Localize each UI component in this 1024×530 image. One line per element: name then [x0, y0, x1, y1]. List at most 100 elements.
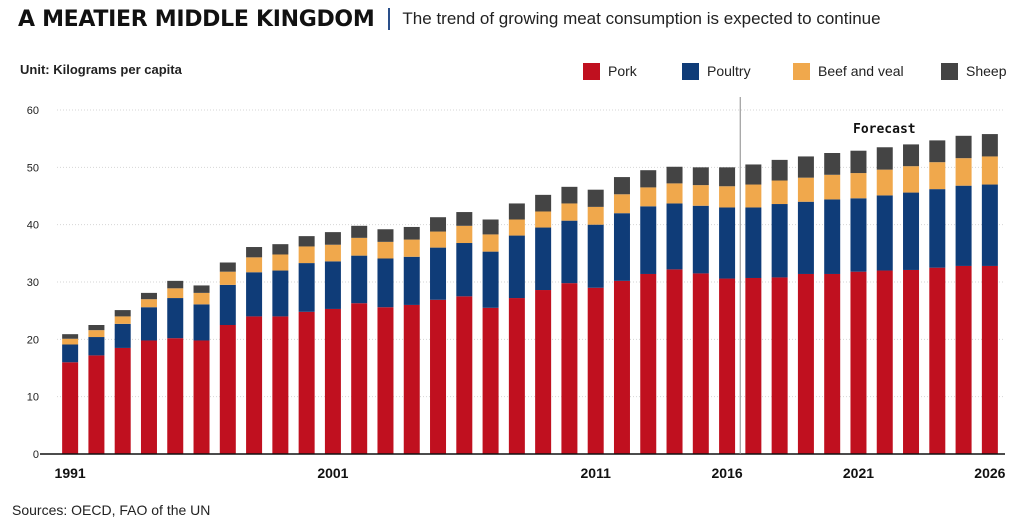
bar-poultry-2025 — [955, 185, 972, 266]
bar-beef-and-veal-1992 — [88, 330, 105, 338]
bar-beef-and-veal-2012 — [613, 194, 630, 214]
bar-sheep-2016 — [719, 167, 736, 187]
x-tick-label-2001: 2001 — [317, 465, 348, 481]
chart-header: A MEATIER MIDDLE KINGDOM The trend of gr… — [18, 4, 881, 34]
bar-sheep-2014 — [666, 166, 683, 184]
bar-beef-and-veal-2001 — [324, 244, 341, 262]
bar-poultry-2010 — [561, 220, 578, 284]
bar-pork-2008 — [508, 298, 525, 454]
y-tick-label-30: 30 — [27, 277, 39, 289]
bar-pork-2022 — [876, 270, 893, 454]
bar-beef-and-veal-2004 — [403, 239, 420, 257]
bar-beef-and-veal-2015 — [692, 185, 709, 206]
bar-poultry-2017 — [745, 207, 762, 278]
bar-sheep-1994 — [140, 292, 157, 300]
bar-poultry-2020 — [824, 199, 841, 274]
bar-poultry-2024 — [929, 189, 946, 268]
bar-poultry-1991 — [62, 344, 79, 363]
bar-pork-2007 — [482, 307, 499, 454]
legend-label-poultry: Poultry — [707, 63, 751, 79]
bar-poultry-1994 — [140, 307, 157, 341]
bar-sheep-2017 — [745, 164, 762, 185]
bar-beef-and-veal-1996 — [193, 292, 210, 305]
bar-pork-2026 — [981, 265, 998, 454]
bar-sheep-2012 — [613, 177, 630, 195]
bar-pork-2010 — [561, 283, 578, 454]
bar-beef-and-veal-2020 — [824, 174, 841, 200]
bar-sheep-2011 — [587, 189, 604, 207]
bar-beef-and-veal-2018 — [771, 180, 788, 205]
bar-beef-and-veal-2006 — [456, 225, 473, 244]
bar-beef-and-veal-2025 — [955, 158, 972, 186]
bar-beef-and-veal-2022 — [876, 169, 893, 196]
bar-pork-1991 — [62, 362, 79, 454]
bar-pork-2009 — [535, 290, 552, 454]
bar-sheep-1996 — [193, 285, 210, 293]
y-tick-label-10: 10 — [27, 392, 39, 404]
legend-label-beef-and-veal: Beef and veal — [818, 63, 904, 79]
bar-pork-1998 — [246, 316, 263, 454]
bar-poultry-1997 — [219, 284, 236, 325]
bar-beef-and-veal-1999 — [272, 254, 289, 271]
legend: Pork Poultry Beef and veal Sheep — [583, 60, 1013, 84]
bar-sheep-1997 — [219, 262, 236, 272]
chart-subtitle: The trend of growing meat consumption is… — [402, 9, 881, 28]
x-tick-label-2021: 2021 — [843, 465, 874, 481]
bar-beef-and-veal-2007 — [482, 234, 499, 252]
unit-label: Unit: Kilograms per capita — [20, 62, 182, 77]
x-tick-label-2011: 2011 — [581, 465, 612, 481]
bar-pork-2004 — [403, 304, 420, 454]
bar-pork-1996 — [193, 340, 210, 454]
bar-pork-2025 — [955, 265, 972, 454]
bar-poultry-2021 — [850, 198, 867, 272]
bar-beef-and-veal-1998 — [246, 257, 263, 273]
bar-beef-and-veal-1991 — [62, 338, 79, 345]
bar-sheep-1993 — [114, 310, 131, 317]
bar-pork-1999 — [272, 316, 289, 454]
legend-label-pork: Pork — [608, 63, 637, 79]
bar-pork-1994 — [140, 340, 157, 454]
bar-pork-2005 — [430, 299, 447, 454]
bar-beef-and-veal-2026 — [981, 156, 998, 185]
bar-poultry-2008 — [508, 235, 525, 299]
bar-poultry-2003 — [377, 258, 394, 308]
bar-poultry-1992 — [88, 337, 105, 356]
y-tick-label-40: 40 — [27, 220, 39, 232]
bar-beef-and-veal-2002 — [351, 237, 368, 256]
bar-poultry-2016 — [719, 207, 736, 279]
bar-beef-and-veal-2016 — [719, 186, 736, 208]
bar-sheep-2025 — [955, 135, 972, 159]
bar-poultry-2002 — [351, 255, 368, 304]
bar-poultry-2015 — [692, 205, 709, 274]
bar-beef-and-veal-2003 — [377, 241, 394, 259]
bar-sheep-2005 — [430, 217, 447, 232]
bar-beef-and-veal-2023 — [903, 166, 920, 193]
bar-poultry-2026 — [981, 184, 998, 266]
legend-swatch-poultry — [682, 62, 699, 80]
legend-item-beef-and-veal: Beef and veal — [793, 60, 904, 82]
bar-sheep-2015 — [692, 167, 709, 186]
bar-beef-and-veal-2013 — [640, 187, 657, 207]
bar-sheep-2007 — [482, 219, 499, 235]
bar-pork-2017 — [745, 277, 762, 454]
bar-poultry-1998 — [246, 272, 263, 317]
legend-item-sheep: Sheep — [941, 60, 1006, 82]
source-note: Sources: OECD, FAO of the UN — [12, 502, 211, 518]
y-tick-label-20: 20 — [27, 334, 39, 346]
bar-pork-2003 — [377, 307, 394, 454]
legend-item-pork: Pork — [583, 60, 637, 82]
bar-poultry-2013 — [640, 206, 657, 274]
bar-poultry-2012 — [613, 213, 630, 281]
bar-sheep-2021 — [850, 150, 867, 174]
bar-sheep-1995 — [167, 280, 184, 289]
y-tick-label-0: 0 — [33, 449, 39, 461]
bar-pork-2000 — [298, 311, 315, 454]
bar-pork-1997 — [219, 325, 236, 454]
bar-sheep-2019 — [797, 156, 814, 178]
x-tick-label-2016: 2016 — [712, 465, 743, 481]
bar-beef-and-veal-2017 — [745, 184, 762, 208]
bar-beef-and-veal-2011 — [587, 206, 604, 225]
bar-sheep-2022 — [876, 147, 893, 170]
bar-sheep-2006 — [456, 212, 473, 226]
